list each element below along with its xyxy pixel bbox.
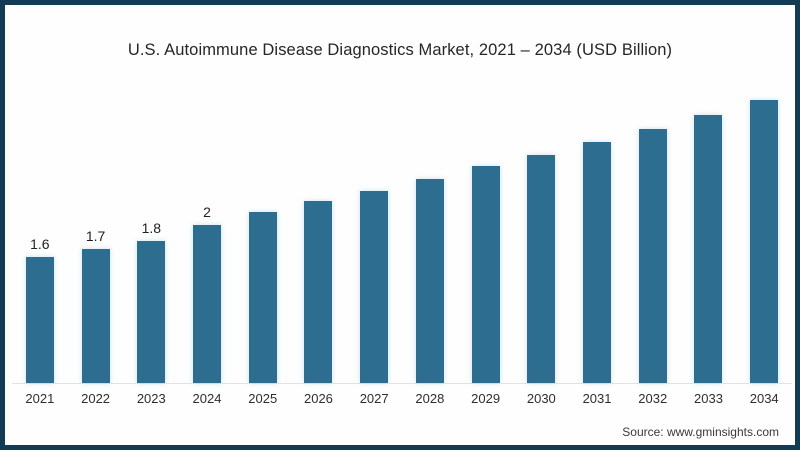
x-tick-label-2032: 2032 (638, 391, 668, 406)
x-axis-labels: 2021 2022 2023 2024 2025 2026 2027 2028 2029 2030… (12, 384, 792, 406)
x-tick-label-2024: 2024 (192, 391, 222, 406)
bar-2021 (25, 257, 54, 383)
bar-2031 (583, 142, 612, 383)
bar-2025 (248, 212, 277, 383)
bar-slot-2022: 1.7 (68, 83, 124, 383)
bar-2023 (137, 241, 166, 383)
x-tick-label-2026: 2026 (303, 391, 333, 406)
bar-2032 (638, 129, 667, 383)
bar-slot-2023: 1.8 (123, 83, 179, 383)
bar-2029 (471, 166, 500, 383)
x-tick-label-2022: 2022 (81, 391, 111, 406)
bar-slot-2029 (458, 83, 514, 383)
bar-2030 (527, 155, 556, 383)
bar-value-label: 1.8 (141, 220, 162, 236)
bar-2027 (360, 191, 389, 383)
x-tick-label-2033: 2033 (694, 391, 723, 406)
bar-slot-2024: 2 (179, 83, 235, 383)
bar-value-label: 1.6 (30, 236, 50, 252)
plot-area: 1.6 1.7 1.8 2 (12, 83, 792, 384)
x-tick-label-2030: 2030 (526, 391, 556, 406)
bar-slot-2026 (291, 83, 347, 383)
bar-slot-2031 (569, 83, 625, 383)
x-tick-label-2031: 2031 (582, 391, 612, 406)
bar-value-label: 1.7 (85, 228, 106, 244)
x-tick-label-2034: 2034 (749, 391, 779, 406)
x-tick-label-2025: 2025 (248, 391, 278, 406)
bar-slot-2030 (513, 83, 569, 383)
bar-2034 (750, 100, 779, 383)
bar-chart: 1.6 1.7 1.8 2 2021 2022 2023 2024 2025 2026 2027 2… (12, 83, 792, 406)
bar-2022 (81, 249, 110, 383)
x-tick-label-2021: 2021 (25, 391, 55, 406)
bar-2033 (694, 115, 723, 383)
x-tick-label-2023: 2023 (136, 391, 166, 406)
chart-title: U.S. Autoimmune Disease Diagnostics Mark… (127, 41, 673, 59)
bar-slot-2027 (346, 83, 402, 383)
bar-value-label: 2 (203, 204, 211, 220)
bar-slot-2021: 1.6 (12, 83, 68, 383)
bar-slot-2034 (736, 83, 792, 383)
bar-2024 (193, 225, 222, 383)
x-tick-label-2029: 2029 (471, 391, 501, 406)
x-tick-label-2027: 2027 (359, 391, 389, 406)
source-attribution: Source: www.gminsights.com (622, 425, 779, 439)
bar-slot-2025 (235, 83, 291, 383)
bar-2026 (304, 201, 333, 383)
bar-2028 (415, 179, 444, 383)
bar-slot-2032 (625, 83, 681, 383)
bar-slot-2033 (681, 83, 737, 383)
bar-slot-2028 (402, 83, 458, 383)
x-tick-label-2028: 2028 (415, 391, 445, 406)
